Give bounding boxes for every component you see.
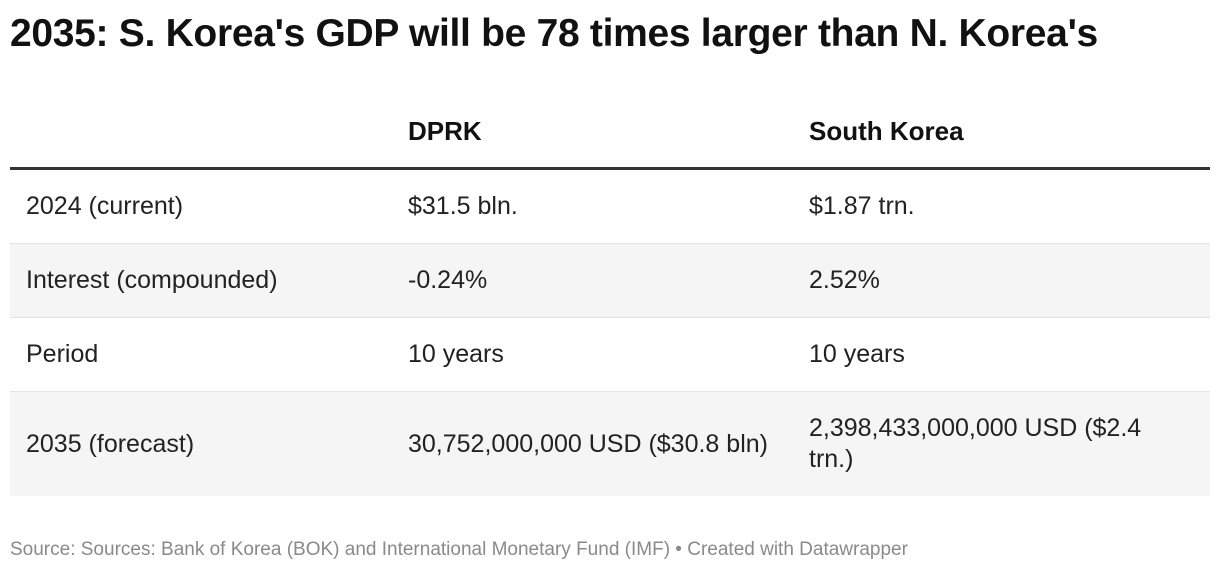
- table-row: Interest (compounded) -0.24% 2.52%: [10, 244, 1210, 318]
- south-korea-value: 2.52%: [809, 266, 880, 294]
- source-note: Source: Sources: Bank of Korea (BOK) and…: [10, 539, 908, 560]
- row-label: Period: [26, 340, 99, 368]
- chart-title: 2035: S. Korea's GDP will be 78 times la…: [10, 12, 1098, 55]
- dprk-value: 10 years: [408, 340, 504, 368]
- table-header-row: DPRK South Korea: [10, 96, 1210, 170]
- dprk-value: $31.5 bln.: [408, 192, 518, 220]
- header-cell-south-korea: South Korea: [809, 116, 964, 146]
- row-label: 2024 (current): [26, 192, 184, 220]
- row-label: 2035 (forecast): [26, 429, 195, 458]
- data-table: DPRK South Korea 2024 (current) $31.5 bl…: [10, 96, 1210, 496]
- south-korea-value: 10 years: [809, 340, 905, 368]
- table-row: Period 10 years 10 years: [10, 318, 1210, 392]
- header-cell-dprk: DPRK: [408, 116, 482, 146]
- table-row: 2024 (current) $31.5 bln. $1.87 trn.: [10, 170, 1210, 244]
- south-korea-value: $1.87 trn.: [809, 192, 915, 220]
- dprk-value: 30,752,000,000 USD ($30.8 bln): [408, 429, 768, 458]
- row-label: Interest (compounded): [26, 266, 278, 294]
- table-row: 2035 (forecast) 30,752,000,000 USD ($30.…: [10, 392, 1210, 496]
- south-korea-value: 2,398,433,000,000 USD ($2.4 trn.): [809, 414, 1142, 473]
- dprk-value: -0.24%: [408, 266, 488, 294]
